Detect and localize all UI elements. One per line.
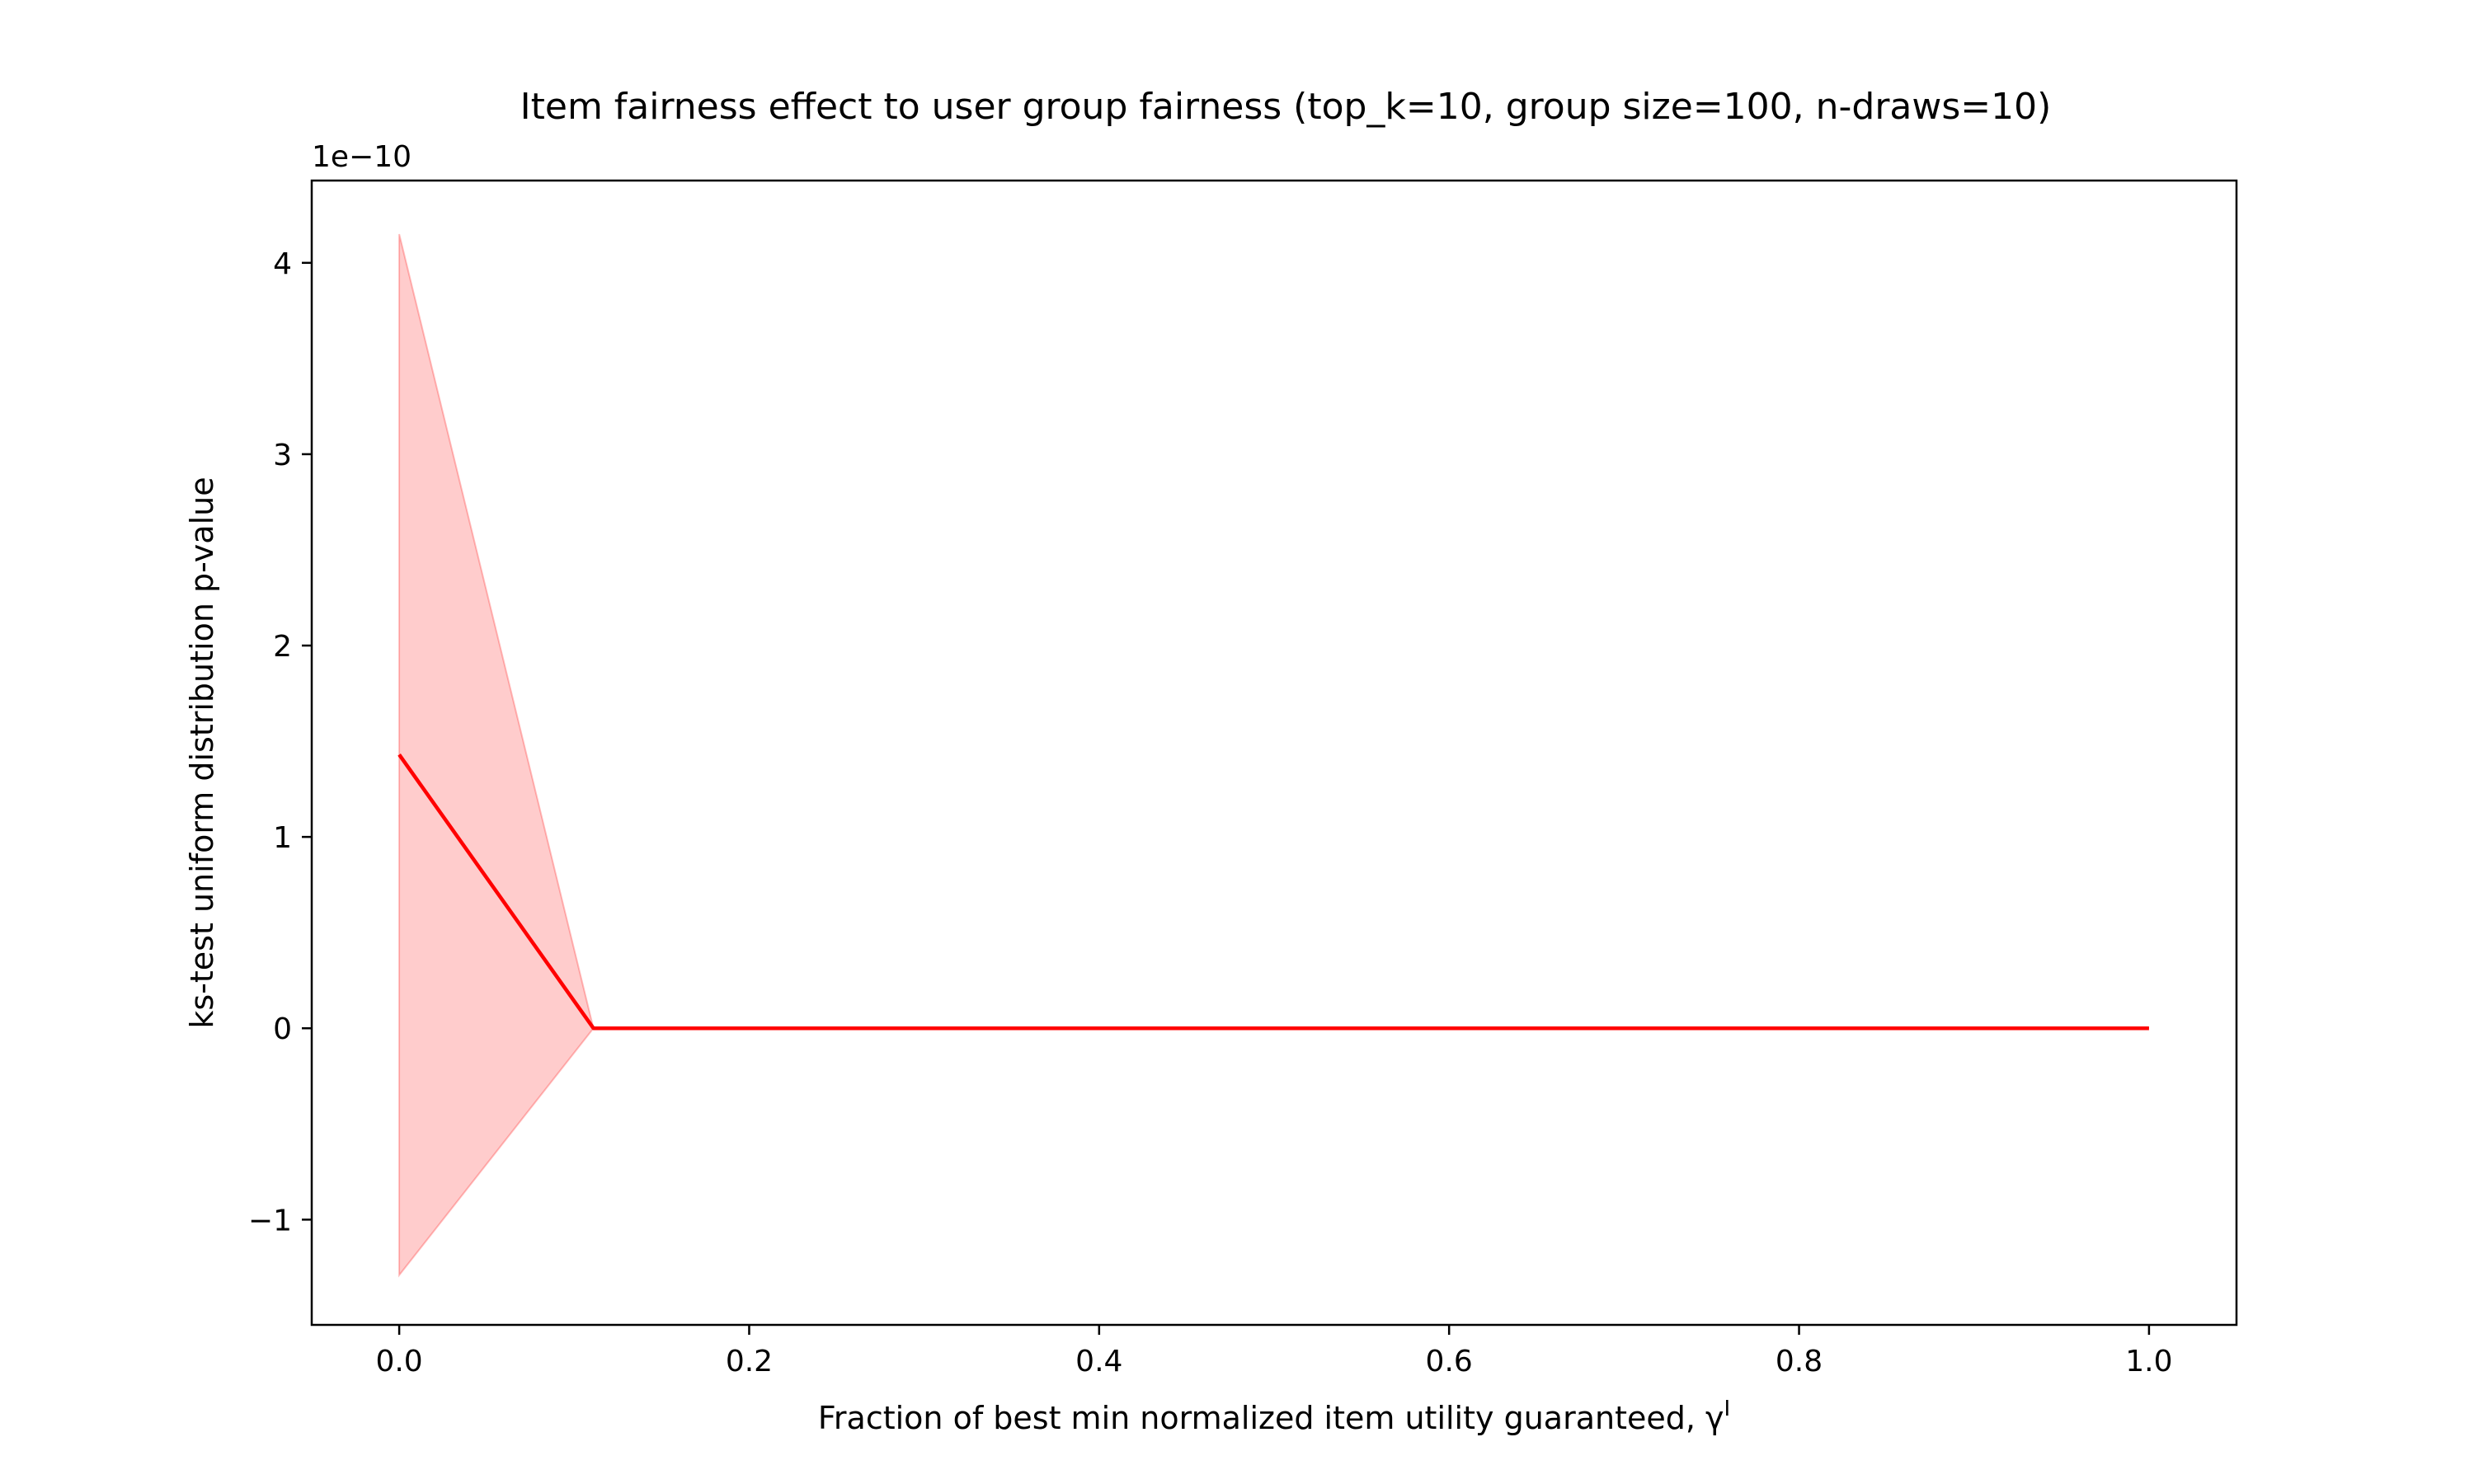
x-axis-ticks: 0.0 0.2 0.4 0.6 0.8 1.0 [375,1325,2173,1378]
y-axis-ticks: −1 0 1 2 3 4 [248,247,312,1237]
y-tick-label: 2 [273,630,292,664]
y-tick-label: 3 [273,439,292,472]
y-tick-label: 1 [273,821,292,855]
y-offset-text: 1e−10 [312,140,412,174]
series-lines [397,754,2149,1031]
x-tick-label: 0.6 [1426,1345,1473,1378]
y-axis-label: ks-test uniform distribution p-value [184,477,220,1028]
plot-area-frame [310,179,2238,1327]
x-tick-label: 0.2 [726,1345,773,1378]
series-line-0 [397,754,2149,1031]
chart-title: Item fairness effect to user group fairn… [520,86,2052,128]
confidence-band-0 [398,233,2149,1278]
x-tick-label: 0.4 [1075,1345,1122,1378]
x-tick-label: 1.0 [2125,1345,2172,1378]
x-axis-label-superscript: I [1724,1397,1731,1421]
y-tick-label: 4 [273,247,292,281]
y-tick-label: 0 [273,1012,292,1046]
x-axis-label: Fraction of best min normalized item uti… [818,1397,1730,1436]
x-tick-label: 0.8 [1776,1345,1823,1378]
y-tick-label: −1 [248,1204,292,1237]
x-tick-label: 0.0 [375,1345,422,1378]
confidence-bands [398,233,2149,1278]
